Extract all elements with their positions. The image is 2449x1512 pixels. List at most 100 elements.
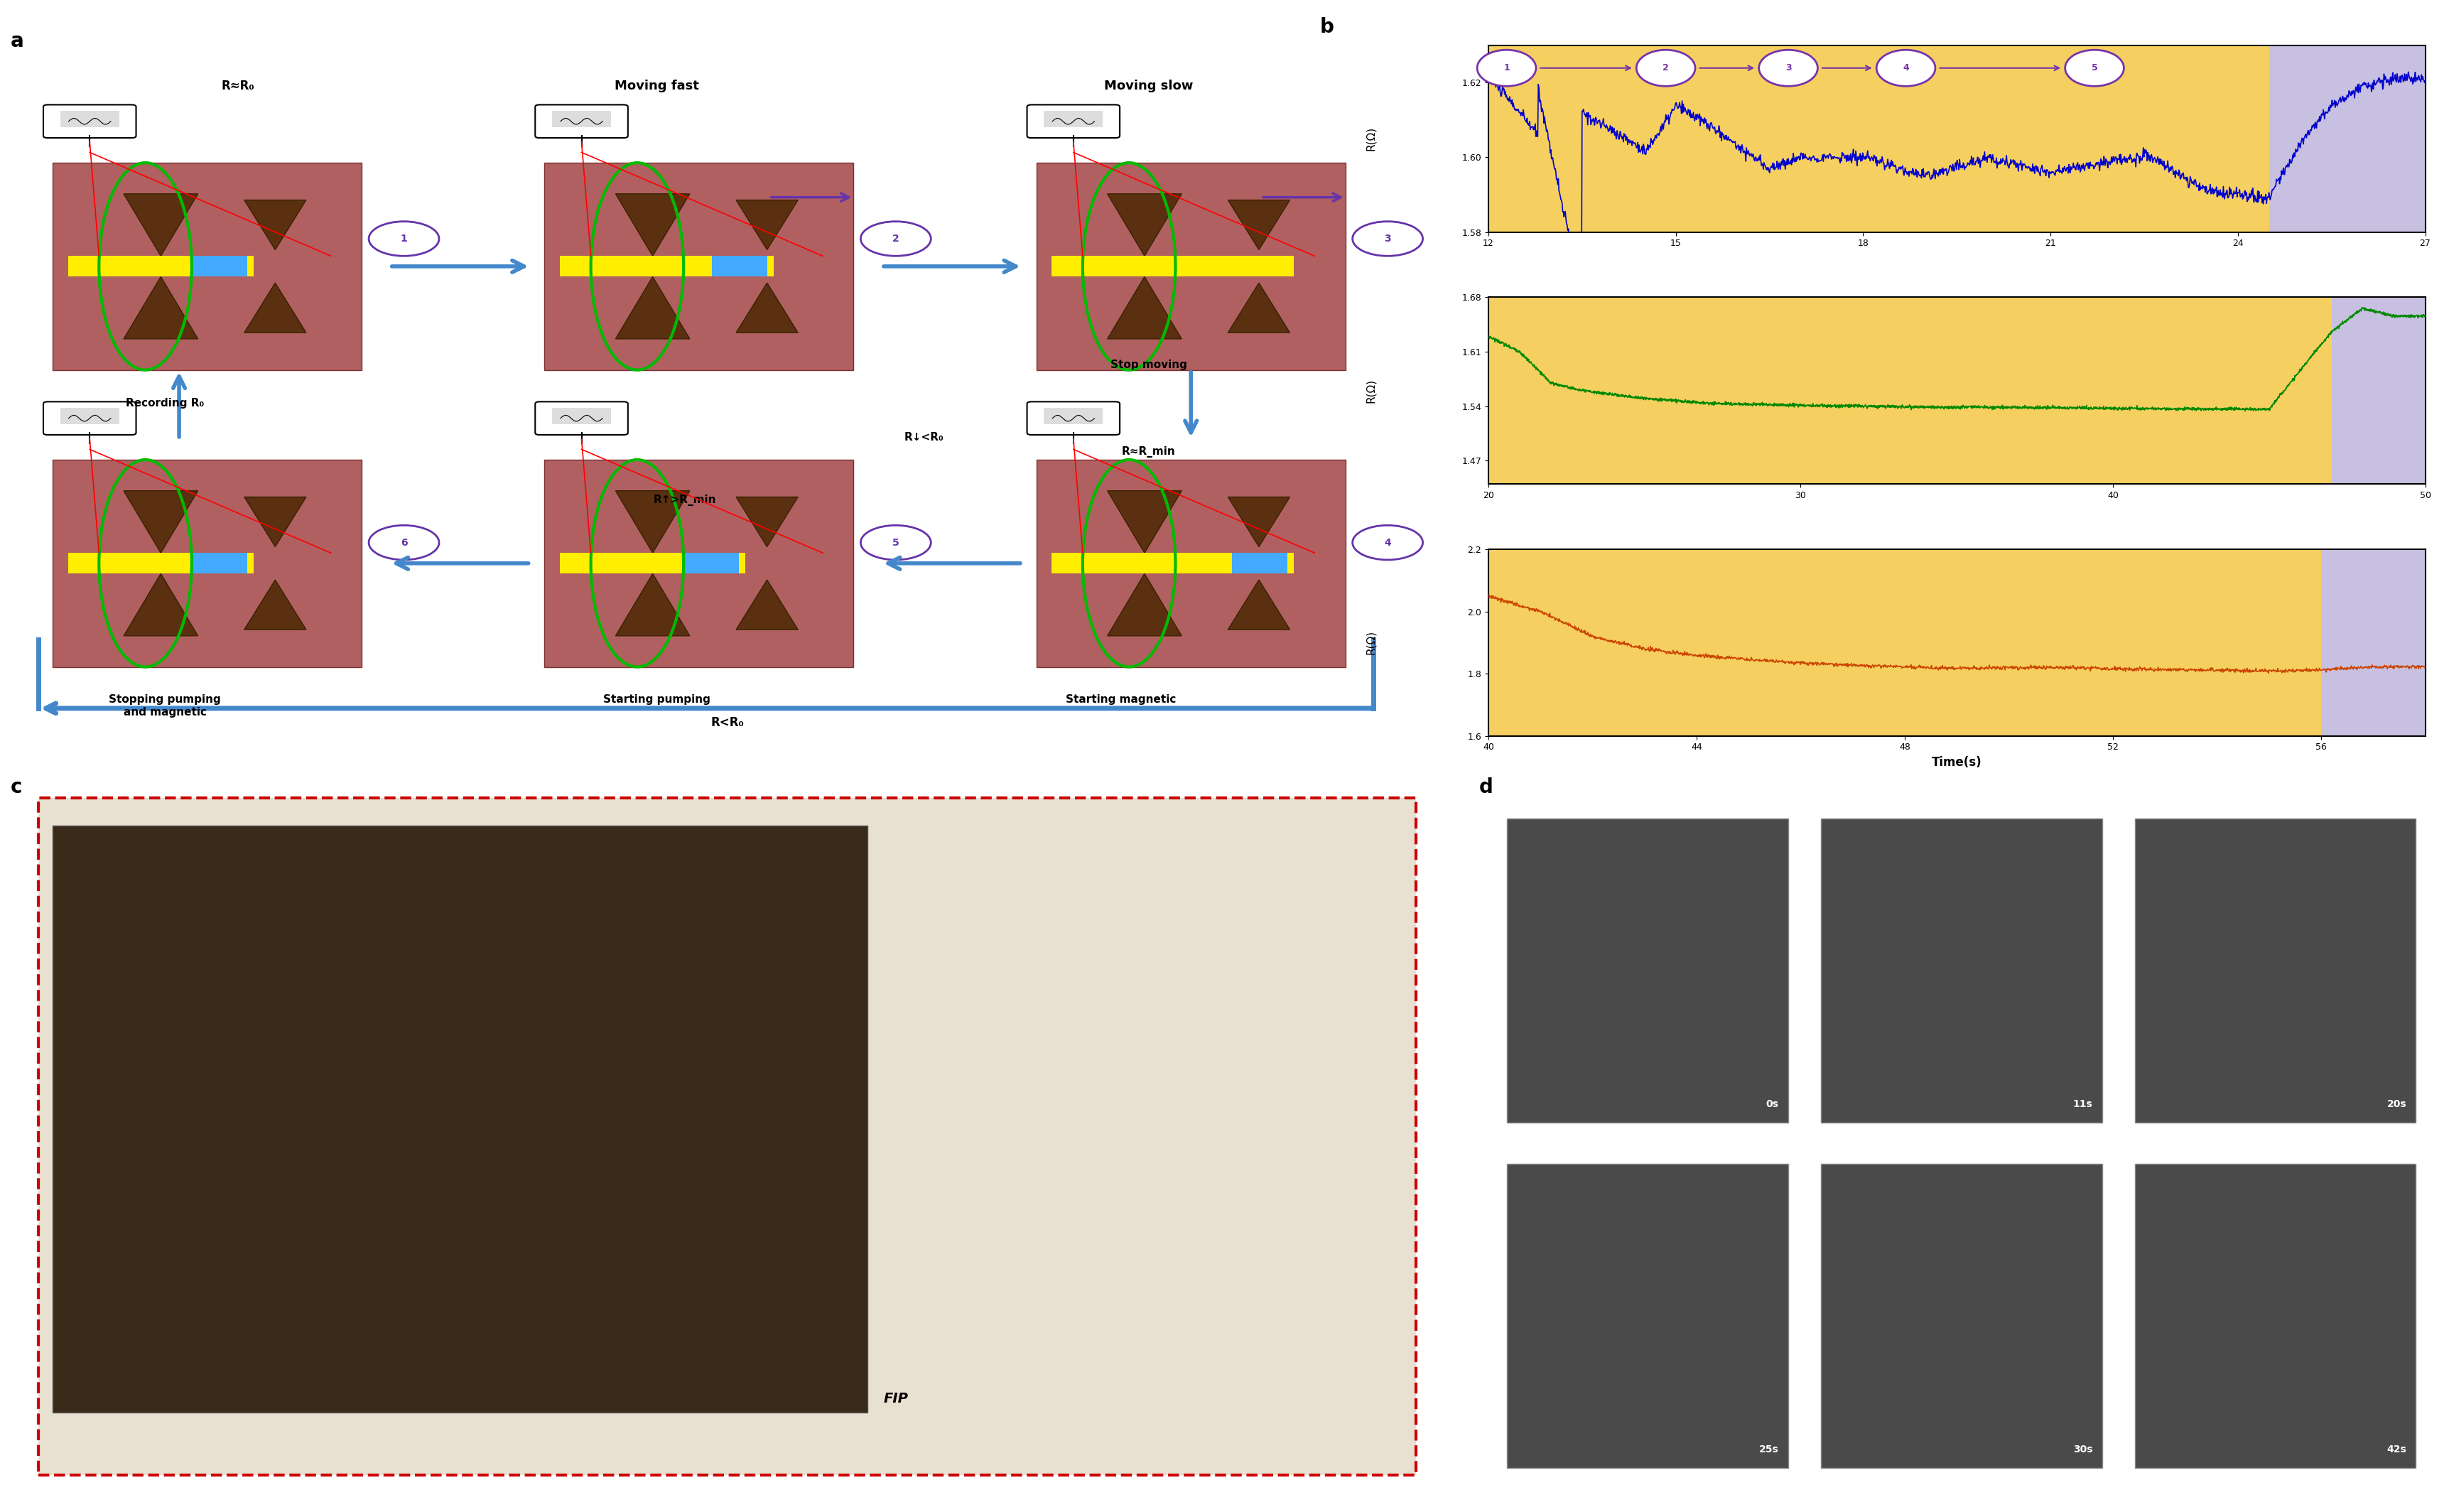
FancyBboxPatch shape bbox=[61, 110, 120, 127]
Text: a: a bbox=[10, 32, 24, 51]
FancyBboxPatch shape bbox=[534, 104, 627, 138]
Polygon shape bbox=[1107, 194, 1180, 256]
Text: Moving fast: Moving fast bbox=[615, 80, 698, 92]
FancyBboxPatch shape bbox=[713, 256, 767, 277]
Text: 1: 1 bbox=[399, 234, 407, 243]
Text: Starting magnetic: Starting magnetic bbox=[1065, 694, 1176, 705]
Text: Moving slow: Moving slow bbox=[1104, 80, 1193, 92]
Polygon shape bbox=[1107, 277, 1180, 339]
Text: 4: 4 bbox=[1903, 64, 1908, 73]
FancyBboxPatch shape bbox=[1036, 460, 1345, 667]
Bar bbox=[2322, 549, 2425, 736]
Polygon shape bbox=[1227, 497, 1291, 547]
Text: R<R₀: R<R₀ bbox=[710, 717, 744, 729]
Y-axis label: R(Ω): R(Ω) bbox=[1364, 127, 1376, 151]
Text: R↓<R₀: R↓<R₀ bbox=[904, 432, 943, 443]
FancyBboxPatch shape bbox=[1026, 104, 1119, 138]
Polygon shape bbox=[737, 581, 798, 629]
Text: Stopping pumping
and magnetic: Stopping pumping and magnetic bbox=[108, 694, 220, 718]
FancyBboxPatch shape bbox=[551, 408, 610, 425]
FancyBboxPatch shape bbox=[2133, 820, 2415, 1122]
Text: 3: 3 bbox=[1384, 234, 1391, 243]
Polygon shape bbox=[615, 194, 691, 256]
Text: 1: 1 bbox=[1504, 64, 1509, 73]
FancyBboxPatch shape bbox=[544, 163, 852, 370]
FancyBboxPatch shape bbox=[51, 460, 362, 667]
FancyBboxPatch shape bbox=[1232, 553, 1286, 573]
Polygon shape bbox=[1107, 573, 1180, 637]
Text: 11s: 11s bbox=[2072, 1099, 2091, 1108]
Text: 6: 6 bbox=[399, 538, 407, 547]
Text: 2: 2 bbox=[891, 234, 899, 243]
Circle shape bbox=[370, 221, 438, 256]
FancyBboxPatch shape bbox=[2133, 1164, 2415, 1468]
Polygon shape bbox=[1107, 491, 1180, 553]
FancyBboxPatch shape bbox=[1820, 820, 2101, 1122]
Text: R≈R_min: R≈R_min bbox=[1122, 446, 1176, 457]
Circle shape bbox=[860, 525, 931, 559]
Text: R↑>R_min: R↑>R_min bbox=[654, 494, 715, 505]
FancyBboxPatch shape bbox=[191, 256, 247, 277]
Polygon shape bbox=[125, 491, 198, 553]
Y-axis label: R(Ω): R(Ω) bbox=[1364, 378, 1376, 402]
FancyBboxPatch shape bbox=[61, 408, 120, 425]
Text: 4: 4 bbox=[1384, 538, 1391, 547]
Polygon shape bbox=[245, 200, 306, 249]
FancyBboxPatch shape bbox=[51, 826, 867, 1412]
FancyBboxPatch shape bbox=[1820, 1164, 2101, 1468]
FancyBboxPatch shape bbox=[44, 402, 137, 435]
Text: 0s: 0s bbox=[1766, 1099, 1778, 1108]
FancyBboxPatch shape bbox=[534, 402, 627, 435]
Polygon shape bbox=[245, 497, 306, 547]
FancyBboxPatch shape bbox=[39, 798, 1416, 1474]
FancyBboxPatch shape bbox=[44, 104, 137, 138]
Text: 20s: 20s bbox=[2385, 1099, 2405, 1108]
FancyBboxPatch shape bbox=[551, 110, 610, 127]
FancyBboxPatch shape bbox=[69, 553, 255, 573]
Text: 5: 5 bbox=[891, 538, 899, 547]
Text: R≈R₀: R≈R₀ bbox=[220, 80, 255, 92]
Text: 30s: 30s bbox=[2072, 1444, 2091, 1455]
FancyBboxPatch shape bbox=[1506, 1164, 1788, 1468]
FancyBboxPatch shape bbox=[51, 163, 362, 370]
FancyBboxPatch shape bbox=[1506, 820, 1788, 1122]
X-axis label: Time(s): Time(s) bbox=[1932, 756, 1981, 768]
FancyBboxPatch shape bbox=[1026, 402, 1119, 435]
Polygon shape bbox=[245, 581, 306, 629]
Bar bbox=[2268, 45, 2425, 231]
Text: 5: 5 bbox=[2091, 64, 2096, 73]
Polygon shape bbox=[737, 497, 798, 547]
Text: c: c bbox=[10, 777, 22, 797]
FancyBboxPatch shape bbox=[683, 553, 740, 573]
Bar bbox=[1489, 45, 2268, 231]
FancyBboxPatch shape bbox=[191, 553, 247, 573]
FancyBboxPatch shape bbox=[1043, 110, 1102, 127]
FancyBboxPatch shape bbox=[1051, 553, 1293, 573]
Polygon shape bbox=[245, 283, 306, 333]
Text: 25s: 25s bbox=[1758, 1444, 1778, 1455]
Polygon shape bbox=[125, 573, 198, 637]
Bar bbox=[1489, 549, 2322, 736]
FancyBboxPatch shape bbox=[1043, 408, 1102, 425]
Circle shape bbox=[1352, 221, 1423, 256]
Text: b: b bbox=[1320, 17, 1332, 38]
Polygon shape bbox=[1227, 581, 1291, 629]
Text: d: d bbox=[1479, 777, 1494, 797]
Polygon shape bbox=[737, 200, 798, 249]
Bar bbox=[2331, 298, 2425, 484]
FancyBboxPatch shape bbox=[1051, 256, 1293, 277]
Polygon shape bbox=[615, 277, 691, 339]
Text: Starting pumping: Starting pumping bbox=[602, 694, 710, 705]
FancyBboxPatch shape bbox=[69, 256, 255, 277]
Circle shape bbox=[1352, 525, 1423, 559]
Y-axis label: R(Ω): R(Ω) bbox=[1364, 631, 1376, 655]
Text: 3: 3 bbox=[1785, 64, 1790, 73]
Text: Recording R₀: Recording R₀ bbox=[125, 398, 203, 408]
Polygon shape bbox=[615, 491, 691, 553]
Polygon shape bbox=[615, 573, 691, 637]
Text: Stop moving: Stop moving bbox=[1109, 360, 1188, 370]
FancyBboxPatch shape bbox=[561, 553, 744, 573]
Polygon shape bbox=[1227, 283, 1291, 333]
Circle shape bbox=[370, 525, 438, 559]
FancyBboxPatch shape bbox=[1036, 163, 1345, 370]
